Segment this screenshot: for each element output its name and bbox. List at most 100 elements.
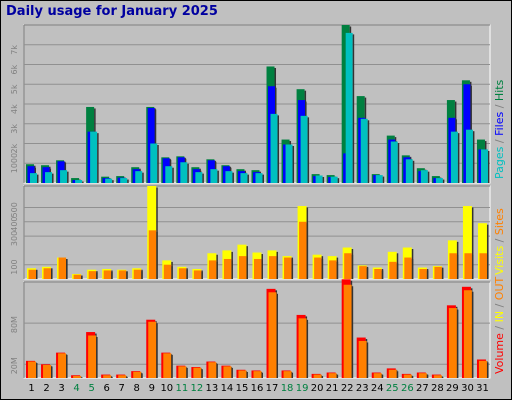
bar-pages xyxy=(315,175,325,183)
bar-sites-shadow xyxy=(426,270,429,279)
bar-pages xyxy=(435,178,445,183)
bar-pages-face xyxy=(480,149,488,183)
y-tick-label-pages-files-hits: 4k xyxy=(10,104,19,114)
bar-out-face xyxy=(133,371,142,378)
bar-out xyxy=(193,367,203,378)
bar-sites-face xyxy=(238,256,247,279)
bar-out xyxy=(178,366,188,378)
bar-pages-face xyxy=(165,166,173,183)
bar-pages-shadow xyxy=(352,34,355,184)
bar-pages-face xyxy=(375,175,383,183)
bar-pages xyxy=(285,144,295,183)
bar-pages xyxy=(465,129,475,183)
bar-out-face xyxy=(313,374,322,378)
legend-entry: IN xyxy=(493,311,506,322)
bar-pages-face xyxy=(120,178,128,183)
bar-out-shadow xyxy=(261,372,263,378)
bar-pages xyxy=(420,170,430,183)
x-tick-label: 9 xyxy=(149,383,155,394)
bar-sites-shadow xyxy=(396,263,399,279)
bar-sites-shadow xyxy=(66,259,68,279)
bar-pages-face xyxy=(195,172,203,183)
bar-sites-face xyxy=(118,270,127,279)
bar-out-shadow xyxy=(306,319,309,378)
bar-pages-face xyxy=(405,159,413,183)
bar-sites-shadow xyxy=(411,259,414,279)
x-tick-label: 14 xyxy=(221,383,234,394)
y-tick-label-pages-files-hits: 1000 xyxy=(10,153,19,173)
bar-out xyxy=(463,290,474,378)
bar-pages-face xyxy=(210,169,218,183)
bar-sites xyxy=(73,274,83,279)
bar-sites-face xyxy=(269,256,277,279)
bar-pages-face xyxy=(75,180,83,183)
y-tick-label-visits-sites: 100 xyxy=(10,259,19,274)
bar-sites-shadow xyxy=(246,257,248,279)
bar-sites xyxy=(253,258,263,279)
bar-pages xyxy=(180,162,189,183)
bar-out-shadow xyxy=(186,367,188,378)
bar-sites-shadow xyxy=(291,259,294,279)
bar-sites-face xyxy=(163,264,172,279)
bar-out-shadow xyxy=(51,366,53,378)
legend-entry: Visits xyxy=(493,246,506,275)
bar-sites xyxy=(193,270,203,279)
bar-sites-shadow xyxy=(186,269,188,279)
bar-out-face xyxy=(253,371,262,378)
bar-sites-face xyxy=(479,253,487,279)
bar-out xyxy=(118,375,128,378)
bar-out-shadow xyxy=(246,371,248,378)
bar-out xyxy=(148,321,158,378)
x-tick-label: 3 xyxy=(58,383,64,394)
bar-pages-shadow xyxy=(367,120,370,183)
bar-sites-face xyxy=(404,257,412,279)
bar-pages xyxy=(60,170,69,183)
bar-pages xyxy=(195,172,204,183)
bar-out-shadow xyxy=(291,372,294,378)
bar-pages-face xyxy=(435,178,443,183)
bar-pages-face xyxy=(30,173,37,183)
bar-sites-face xyxy=(314,257,322,279)
bar-pages xyxy=(75,180,84,183)
bar-out xyxy=(103,375,113,378)
bar-pages-shadow xyxy=(157,145,159,183)
bar-pages-shadow xyxy=(472,131,475,183)
bar-sites-shadow xyxy=(486,254,489,279)
bar-out-face xyxy=(388,369,397,378)
legend-entry: OUT xyxy=(493,276,506,300)
y-tick-label-volume: 80M xyxy=(10,316,19,333)
x-tick-label: 5 xyxy=(88,383,94,394)
bar-pages-shadow xyxy=(247,174,249,183)
bar-sites-shadow xyxy=(111,271,113,279)
x-tick-label: 7 xyxy=(119,383,125,394)
x-tick-label: 21 xyxy=(326,383,339,394)
bar-pages-face xyxy=(360,118,368,183)
bar-out xyxy=(343,284,354,378)
legend-pages-files-hits: Pages / Files / Hits xyxy=(493,79,506,179)
bar-pages-shadow xyxy=(277,115,280,183)
bar-out-face xyxy=(478,360,487,378)
bar-sites-face xyxy=(299,221,307,279)
bar-pages-shadow xyxy=(202,173,204,183)
bar-sites-shadow xyxy=(201,271,203,279)
bar-pages-face xyxy=(450,131,458,183)
bar-sites xyxy=(449,253,459,279)
bar-sites-face xyxy=(58,257,67,279)
bar-out-shadow xyxy=(276,293,279,378)
bar-out-face xyxy=(103,375,112,378)
bar-sites-shadow xyxy=(441,268,444,279)
legend-entry: Pages xyxy=(493,146,506,179)
legend-entry: Sites xyxy=(493,208,506,235)
bar-pages xyxy=(240,173,249,183)
y-tick-label-volume: 20M xyxy=(10,357,19,374)
bar-pages xyxy=(165,166,174,183)
bar-out-shadow xyxy=(456,309,459,378)
legend-entry: Volume xyxy=(493,333,506,374)
bar-out-shadow xyxy=(411,376,414,378)
y-tick-label-pages-files-hits: 7k xyxy=(10,45,19,55)
bar-pages xyxy=(270,113,280,183)
bar-out-face xyxy=(283,371,292,378)
legend-separator: / xyxy=(493,322,506,333)
bar-out-shadow xyxy=(216,363,218,378)
bar-pages-face xyxy=(135,171,143,183)
